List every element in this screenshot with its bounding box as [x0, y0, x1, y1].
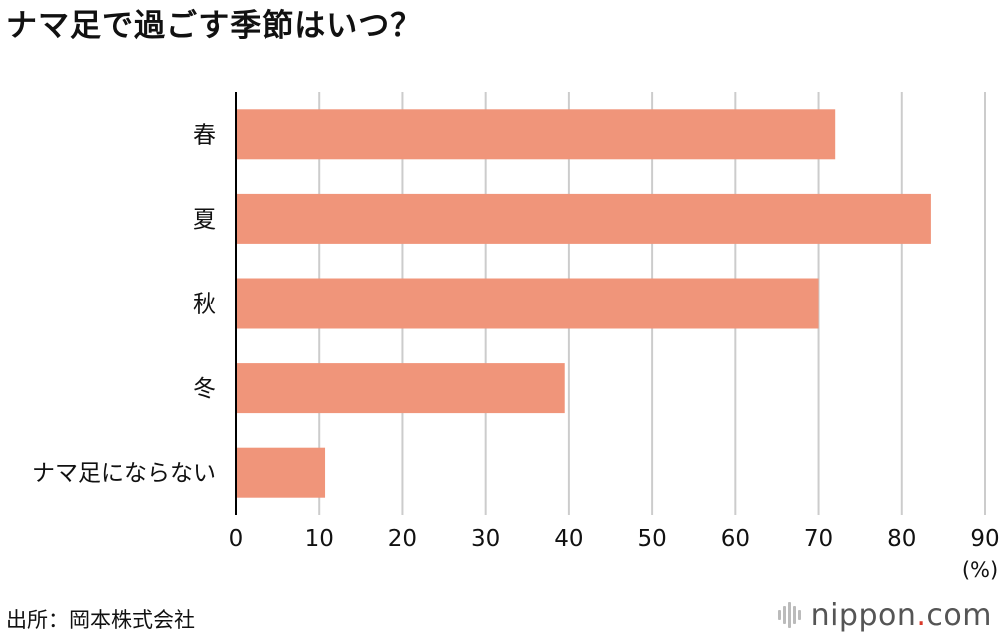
source-note: 出所：岡本株式会社 — [6, 608, 195, 632]
category-label: 冬 — [193, 376, 216, 402]
x-unit-label: (%) — [962, 558, 998, 582]
x-tick-labels: 0 10 20 30 40 50 60 70 80 90 — [229, 526, 1000, 552]
bar — [237, 193, 931, 244]
bar — [237, 363, 565, 414]
x-tick-label: 20 — [388, 526, 417, 552]
category-label: ナマ足にならない — [32, 461, 216, 487]
logo-dot: . — [916, 597, 927, 633]
x-tick-label: 80 — [887, 526, 916, 552]
bar — [237, 447, 326, 498]
category-label: 春 — [193, 122, 216, 148]
bar — [237, 278, 819, 329]
bar — [237, 109, 836, 160]
x-tick-label: 50 — [637, 526, 666, 552]
x-tick-label: 70 — [804, 526, 833, 552]
logo-mark-icon — [777, 602, 803, 628]
bars — [237, 109, 931, 498]
logo-tld: com — [926, 597, 992, 633]
x-tick-label: 10 — [305, 526, 334, 552]
chart-title: ナマ足で過ごす季節はいつ？ — [6, 8, 423, 44]
logo-name: nippon — [810, 597, 917, 633]
x-tick-label: 90 — [970, 526, 999, 552]
x-tick-label: 40 — [554, 526, 583, 552]
x-tick-label: 0 — [229, 526, 244, 552]
nippon-logo: nippon. com — [777, 597, 992, 633]
x-tick-label: 60 — [721, 526, 750, 552]
category-label: 秋 — [193, 292, 216, 318]
category-label: 夏 — [193, 207, 216, 233]
x-tick-label: 30 — [471, 526, 500, 552]
